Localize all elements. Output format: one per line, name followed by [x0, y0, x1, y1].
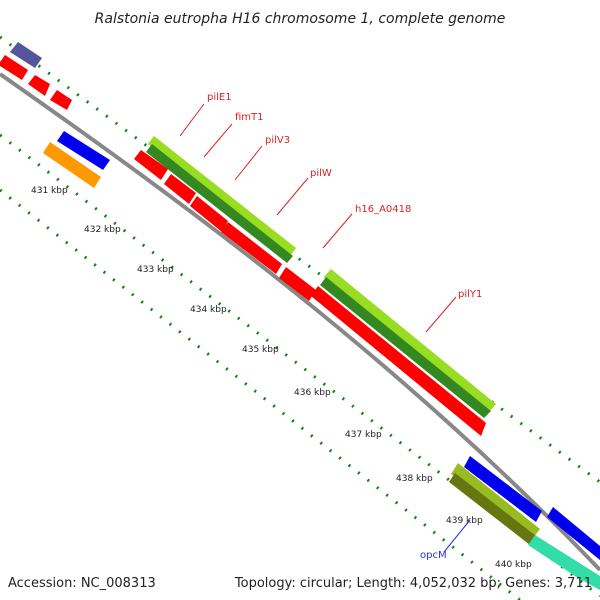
feature-purple[interactable]	[10, 42, 42, 68]
feature-blue-lower-b[interactable]	[547, 507, 600, 560]
callout-line-fimT1	[203, 123, 233, 158]
gene-track-pilY1-shadow[interactable]	[320, 277, 491, 418]
accession-text: Accession: NC_008313	[8, 576, 156, 591]
tick-437-kbp: 437 kbp	[345, 430, 382, 440]
feature-blue-lower-a[interactable]	[464, 456, 542, 522]
cds-pilV3[interactable]	[190, 196, 228, 232]
feature-olive-shadow[interactable]	[449, 473, 536, 545]
cds-fimT1[interactable]	[164, 174, 196, 204]
gene-track-pilY1[interactable]	[324, 269, 496, 412]
feature-blue-left[interactable]	[57, 131, 110, 170]
tick-432-kbp: 432 kbp	[84, 225, 121, 235]
callout-line-opcM	[443, 519, 471, 553]
cds-h16-A0418[interactable]	[279, 267, 316, 301]
callout-line-pilW	[276, 177, 309, 216]
tick-431-kbp: 431 kbp	[31, 186, 68, 196]
gene-label-pilY1[interactable]: pilY1	[458, 289, 482, 300]
map-title: Ralstonia eutropha H16 chromosome 1, com…	[95, 11, 506, 27]
feature-orange[interactable]	[43, 142, 101, 188]
gene-label-fimT1[interactable]: fimT1	[235, 112, 264, 123]
feature-teal[interactable]	[528, 535, 600, 590]
tick-438-kbp: 438 kbp	[396, 474, 433, 484]
feature-olive[interactable]	[451, 463, 540, 538]
callout-line-h16-A0418	[322, 213, 353, 249]
tick-439-kbp: 439 kbp	[446, 516, 483, 526]
cds-pilW[interactable]	[221, 222, 282, 274]
gene-track-pilE1-pilW[interactable]	[148, 136, 296, 256]
feature-red-a[interactable]	[0, 55, 28, 80]
callout-line-pilE1	[179, 103, 205, 137]
callout-line-pilY1	[425, 296, 457, 333]
cds-pilY1[interactable]	[311, 286, 486, 436]
genome-backbone	[0, 72, 600, 572]
tick-433-kbp: 433 kbp	[137, 265, 174, 275]
gene-label-pilV3[interactable]: pilV3	[265, 135, 290, 146]
tick-434-kbp: 434 kbp	[190, 305, 227, 315]
cds-pilE1[interactable]	[134, 150, 168, 180]
tick-435-kbp: 435 kbp	[242, 345, 279, 355]
gene-label-pilW[interactable]: pilW	[310, 168, 332, 179]
tick-440-kbp: 440 kbp	[495, 560, 532, 570]
gene-track-pilE1-pilW-shadow[interactable]	[146, 144, 293, 263]
callout-line-pilV3	[234, 145, 263, 181]
gene-label-h16-A0418[interactable]: h16_A0418	[355, 204, 411, 215]
feature-red-c[interactable]	[50, 90, 72, 110]
dotted-track-outer	[0, 35, 600, 484]
feature-red-b[interactable]	[28, 75, 50, 96]
topology-text: Topology: circular; Length: 4,052,032 bp…	[234, 576, 592, 591]
gene-label-pilE1[interactable]: pilE1	[207, 92, 232, 103]
gene-label-opcM[interactable]: opcM	[420, 550, 447, 561]
tick-436-kbp: 436 kbp	[294, 388, 331, 398]
